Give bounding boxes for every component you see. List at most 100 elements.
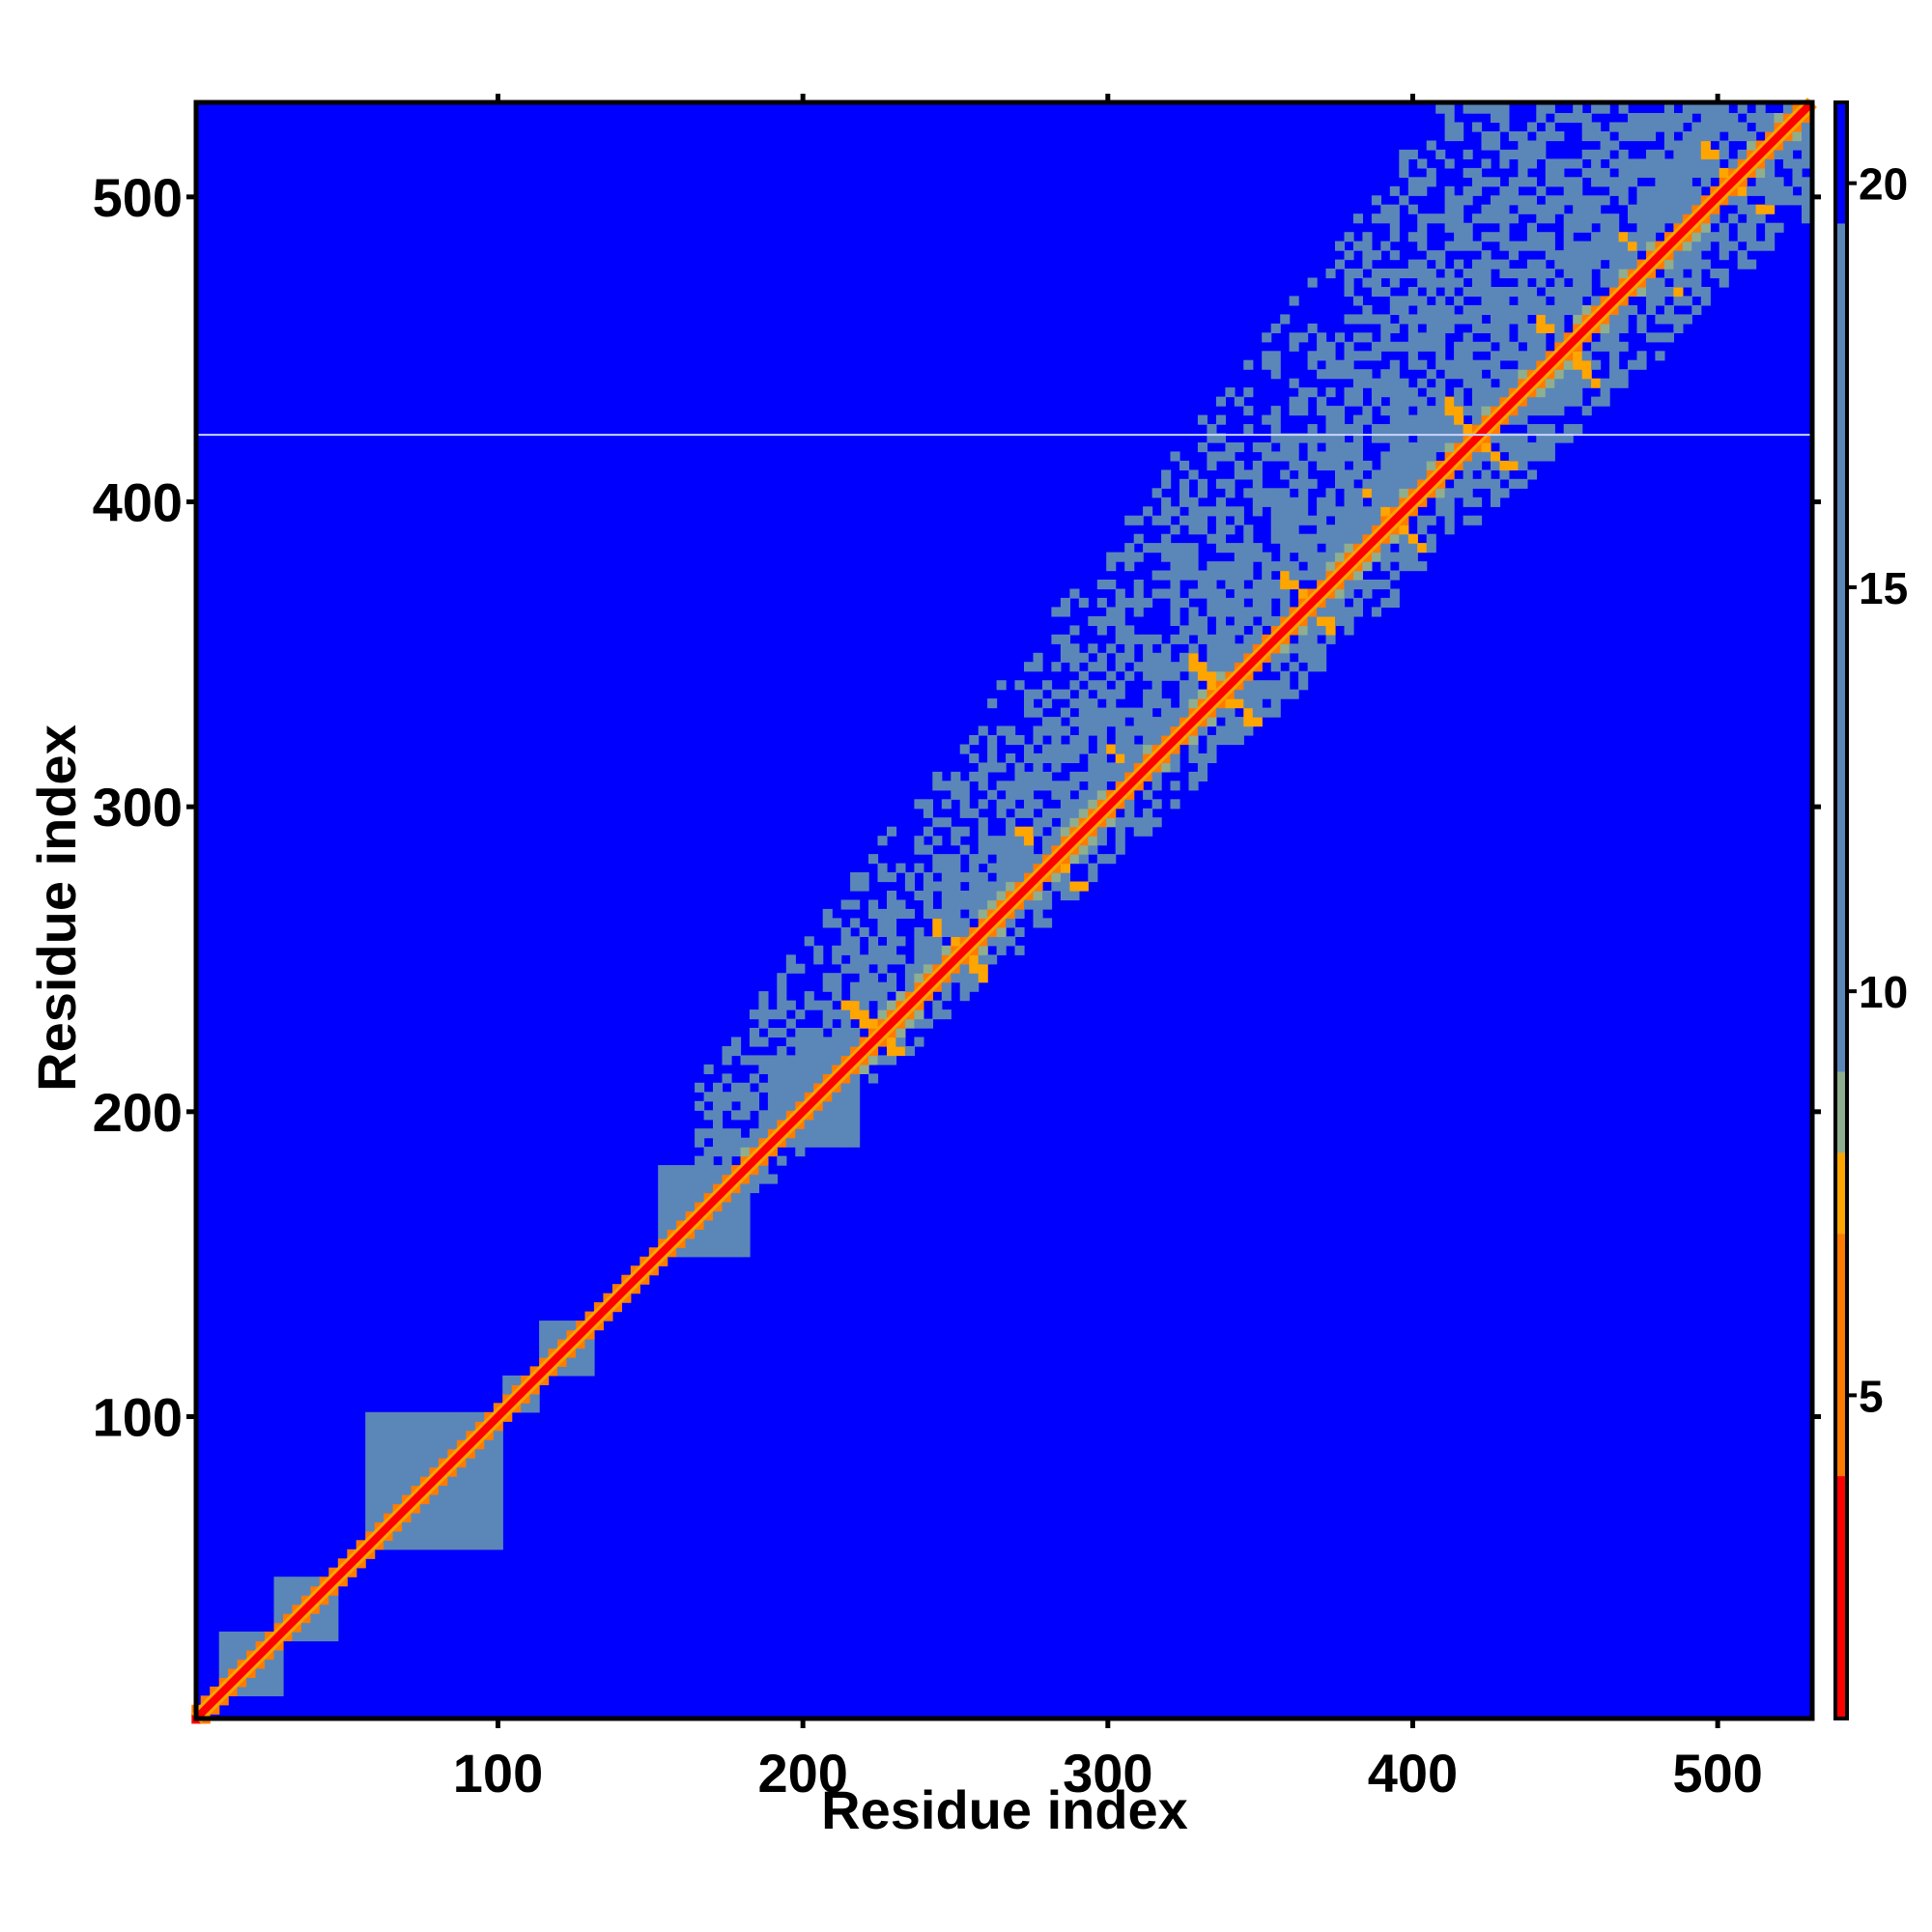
heatmap-cell <box>1399 460 1409 470</box>
heatmap-cell <box>1096 707 1107 718</box>
heatmap-cell <box>1673 167 1684 178</box>
heatmap-cell <box>1325 451 1336 462</box>
heatmap-cell <box>328 1595 339 1605</box>
heatmap-cell <box>1682 277 1692 288</box>
heatmap-cell <box>1435 103 1446 114</box>
heatmap-cell <box>384 1448 394 1459</box>
heatmap-cell <box>1106 854 1117 865</box>
heatmap-cell <box>1508 414 1519 425</box>
heatmap-cell <box>1042 771 1053 781</box>
heatmap-cell <box>1207 753 1217 763</box>
heatmap-cell <box>1106 615 1117 626</box>
heatmap-cell <box>1747 185 1757 196</box>
heatmap-cell <box>1188 515 1199 526</box>
heatmap-cell <box>1536 149 1547 159</box>
heatmap-cell <box>1444 204 1455 214</box>
heatmap-cell <box>1663 304 1674 315</box>
heatmap-cell <box>1454 396 1464 407</box>
heatmap-cell <box>1371 469 1381 480</box>
heatmap-cell <box>1352 580 1363 590</box>
heatmap-cell <box>1481 341 1492 352</box>
heatmap-cell <box>1317 396 1327 407</box>
heatmap-cell <box>1362 525 1373 535</box>
heatmap-cell <box>1069 643 1080 654</box>
heatmap-cell <box>1655 158 1665 169</box>
heatmap-cell <box>1454 387 1464 398</box>
heatmap-cell <box>484 1466 495 1477</box>
heatmap-cell <box>1426 414 1436 425</box>
colorbar-tick-label: 15 <box>1859 563 1908 613</box>
heatmap-cell <box>1133 634 1144 644</box>
heatmap-cell <box>722 1147 732 1157</box>
heatmap-cell <box>996 854 1007 865</box>
heatmap-cell <box>1389 406 1400 416</box>
heatmap-cell <box>1207 433 1217 443</box>
heatmap-cell <box>1655 195 1665 206</box>
heatmap-cell <box>822 1046 833 1057</box>
heatmap-cell <box>1289 643 1299 654</box>
heatmap-cell <box>1636 359 1647 370</box>
heatmap-cell <box>1526 296 1537 306</box>
heatmap-cell <box>1472 442 1483 453</box>
heatmap-cell <box>1006 908 1016 919</box>
heatmap-cell <box>474 1476 485 1487</box>
heatmap-cell <box>1435 442 1446 453</box>
heatmap-cell <box>384 1439 394 1450</box>
heatmap-cell <box>630 1284 640 1294</box>
heatmap-cell <box>1352 570 1363 581</box>
heatmap-cell <box>996 808 1007 818</box>
heatmap-cell <box>1491 287 1501 298</box>
heatmap-cell <box>1234 652 1244 663</box>
heatmap-cell <box>1618 167 1629 178</box>
heatmap-cell <box>1024 789 1035 800</box>
heatmap-cell <box>447 1521 458 1532</box>
heatmap-cell <box>1270 525 1281 535</box>
heatmap-cell <box>1280 670 1291 681</box>
heatmap-cell <box>951 826 961 837</box>
heatmap-cell <box>255 1667 266 1678</box>
heatmap-cell <box>1581 113 1592 124</box>
heatmap-cell <box>1051 689 1062 699</box>
heatmap-cell <box>1407 287 1418 298</box>
heatmap-cell <box>777 1055 787 1065</box>
heatmap-cell <box>1352 396 1363 407</box>
heatmap-cell <box>987 744 998 754</box>
heatmap-cell <box>1499 414 1510 425</box>
heatmap-cell <box>1325 460 1336 470</box>
heatmap-cell <box>813 1137 824 1148</box>
heatmap-cell <box>1344 269 1354 279</box>
heatmap-cell <box>1014 781 1025 791</box>
heatmap-cell <box>1006 836 1016 846</box>
heatmap-cell <box>438 1512 448 1522</box>
heatmap-cell <box>365 1485 376 1495</box>
heatmap-cell <box>1581 359 1592 370</box>
heatmap-cell <box>384 1458 394 1468</box>
heatmap-cell <box>1518 304 1528 315</box>
heatmap-cell <box>1563 259 1574 270</box>
heatmap-cell <box>1710 131 1720 142</box>
heatmap-cell <box>1088 680 1098 691</box>
heatmap-cell <box>1545 287 1555 298</box>
heatmap-cell <box>1618 323 1629 333</box>
heatmap-cell <box>951 863 961 873</box>
heatmap-cell <box>951 926 961 937</box>
heatmap-cell <box>1444 314 1455 325</box>
heatmap-cell <box>1325 625 1336 636</box>
heatmap-cell <box>868 1018 879 1029</box>
heatmap-cell <box>1060 725 1070 736</box>
heatmap-cell <box>740 1100 751 1111</box>
heatmap-cell <box>1362 351 1373 361</box>
heatmap-cell <box>1472 304 1483 315</box>
heatmap-cell <box>1024 698 1035 709</box>
heatmap-cell <box>1307 277 1318 288</box>
heatmap-cell <box>1225 707 1236 718</box>
heatmap-cell <box>1096 625 1107 636</box>
heatmap-cell <box>1380 369 1391 380</box>
heatmap-cell <box>887 981 897 992</box>
heatmap-cell <box>1636 167 1647 178</box>
heatmap-cell <box>1444 195 1455 206</box>
heatmap-cell <box>1563 185 1574 196</box>
heatmap-cell <box>1170 580 1180 590</box>
heatmap-cell <box>1143 506 1153 517</box>
heatmap-cell <box>1307 615 1318 626</box>
